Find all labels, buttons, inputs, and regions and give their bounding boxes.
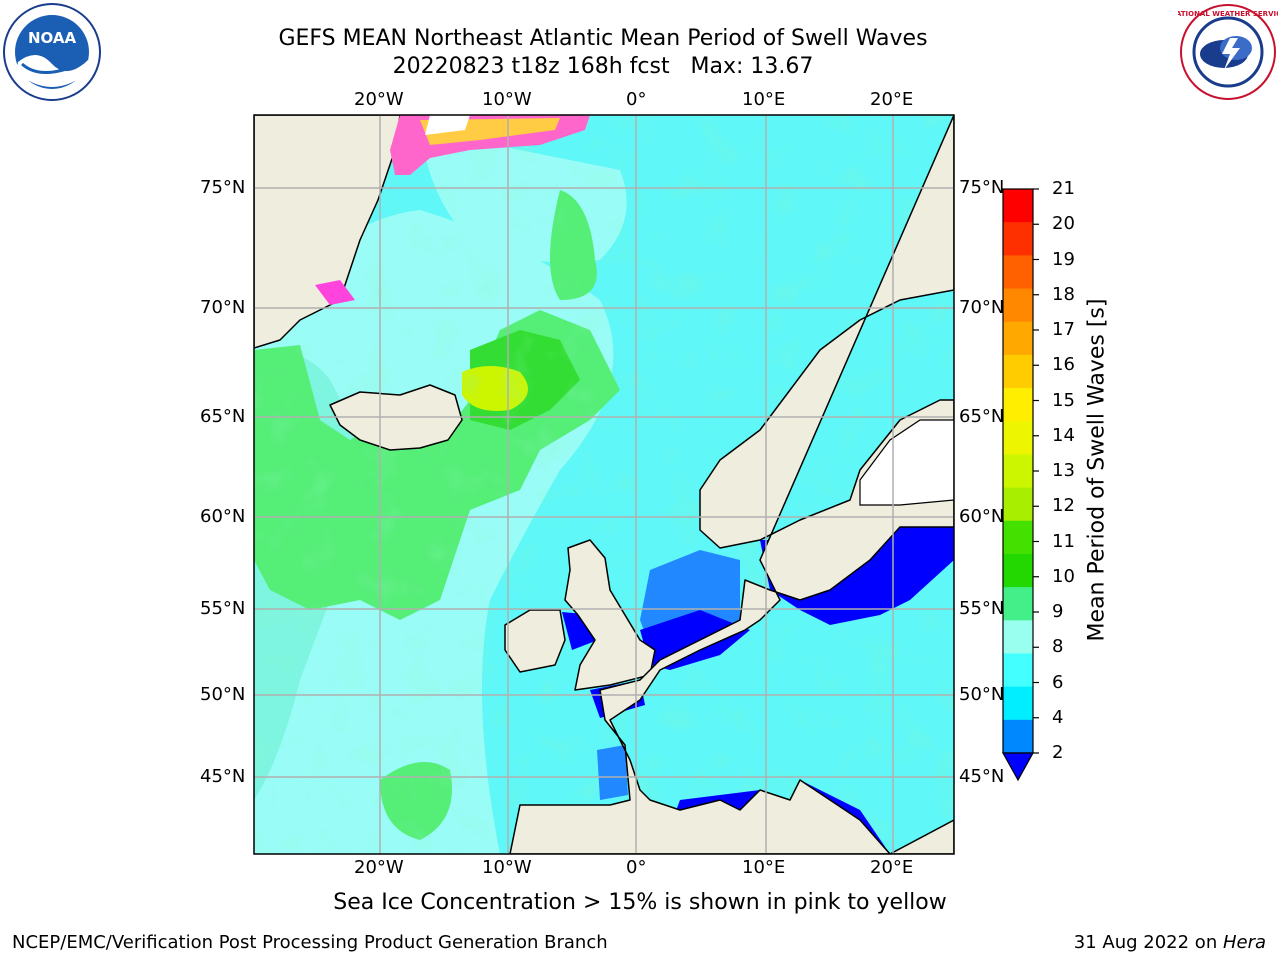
sea-ice-core [425,115,470,135]
lon-label-10e-bottom: 10°E [742,857,786,878]
lat-label-70n-left: 70°N [200,297,246,318]
lat-label-50n-right: 50°N [959,684,1005,705]
colorbar-tick-label: 9 [1052,601,1064,622]
colorbar-title: Mean Period of Swell Waves [s] [1084,298,1110,642]
north-sea-south-field [640,610,750,670]
baltic-field [760,527,954,625]
chart-subtitle: 20220823 t18z 168h fcst Max: 13.67 [392,54,814,79]
lon-label-20w-bottom: 20°W [354,857,404,878]
colorbar-tick-label: 2 [1052,742,1064,763]
map-frame [253,114,955,855]
colorbar-tick-label: 18 [1052,283,1075,305]
colorbar-block [1003,587,1033,621]
lat-label-75n-right: 75°N [959,177,1005,198]
colorbar-block [1003,620,1033,654]
host-name: Hera [1222,932,1266,953]
lon-label-0-top: 0° [626,89,647,110]
lat-label-60n-right: 60°N [959,506,1005,527]
great-britain-land [564,539,656,691]
colorbar-block [1003,388,1033,422]
lat-label-45n-right: 45°N [959,766,1005,787]
graticule [254,115,954,854]
colorbar-tick-label: 12 [1052,495,1075,517]
lon-label-20e-top: 20°E [870,89,914,110]
colorbar-block [1003,520,1033,555]
colorbar-under-arrow [1001,752,1035,782]
colorbar-block [1003,454,1033,489]
colorbar-block [1003,189,1033,223]
colorbar-tick-label: 4 [1052,706,1064,728]
lon-label-20w-top: 20°W [354,89,404,110]
lon-label-10w-top: 10°W [482,89,532,110]
colorbar-tick-label: 15 [1052,389,1075,411]
noaa-logo: NOAA [2,2,102,102]
colorbar-block [1003,222,1033,256]
colorbar-tick-label: 16 [1052,354,1075,376]
colorbar-tick-label: 21 [1052,178,1075,199]
colorbar-block [1003,487,1033,522]
colorbar-tick-label: 19 [1052,248,1075,270]
lat-label-55n-left: 55°N [200,598,246,619]
colorbar-block [1003,653,1033,688]
date-line: 31 Aug 2022 on Hera [1074,932,1266,953]
credit-line: NCEP/EMC/Verification Post Processing Pr… [12,932,608,953]
lon-label-20e-bottom: 20°E [870,857,914,878]
colorbar-tick-label: 8 [1052,636,1064,658]
biscay-field [597,745,628,800]
colorbar-block [1003,553,1033,588]
lat-label-60n-left: 60°N [200,506,246,527]
lat-label-75n-left: 75°N [200,177,246,198]
finland-gulf-white-area [859,419,954,506]
colorbar-tick-label: 20 [1052,213,1075,235]
field-noise [254,115,954,854]
sea-ice-caption: Sea Ice Concentration > 15% is shown in … [333,890,947,915]
colorbar-tick-label: 13 [1052,460,1075,481]
colorbar-tick-label: 17 [1052,319,1075,340]
sea-ice-east-greenland [315,280,355,305]
lat-label-45n-left: 45°N [200,766,246,787]
lon-label-10e-top: 10°E [742,89,786,110]
nws-logo-text: NATIONAL WEATHER SERVICE [1178,10,1278,18]
lon-label-0-bottom: 0° [626,857,647,878]
colorbar-block [1003,255,1033,290]
nws-logo: NATIONAL WEATHER SERVICE [1170,2,1280,102]
ireland-land [504,609,566,673]
date-text: 31 Aug 2022 on [1073,932,1223,953]
chart-title: GEFS MEAN Northeast Atlantic Mean Period… [278,26,928,51]
lat-label-70n-right: 70°N [959,297,1005,318]
colorbar-tick-label: 6 [1052,671,1064,693]
colorbar-block [1003,288,1033,323]
colorbar-block [1003,321,1033,356]
lat-label-65n-left: 65°N [200,406,246,427]
colorbar-tick-label: 14 [1052,424,1075,446]
noaa-logo-text: NOAA [28,29,77,47]
colorbar-tick-label: 11 [1052,530,1075,552]
colorbar-tick-label: 10 [1052,565,1075,587]
lat-label-50n-left: 50°N [200,684,246,705]
colorbar-block [1003,421,1033,455]
colorbar-block [1003,719,1033,754]
colorbar-block [1003,686,1033,721]
colorbar [1001,188,1039,782]
lon-label-10w-bottom: 10°W [482,857,532,878]
lat-label-65n-right: 65°N [959,406,1005,427]
lat-label-55n-right: 55°N [959,598,1005,619]
colorbar-block [1003,354,1033,389]
